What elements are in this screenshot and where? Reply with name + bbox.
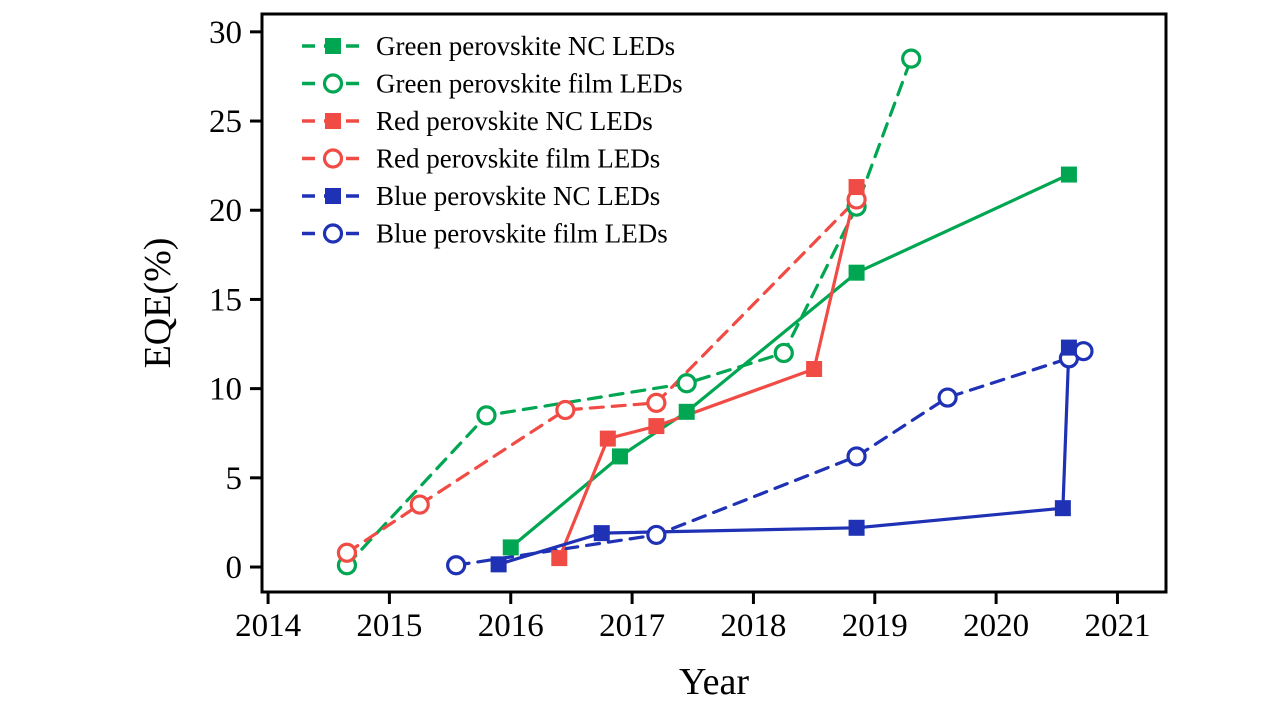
y-axis-label: EQE(%)	[137, 238, 179, 369]
legend-square-marker	[325, 113, 341, 129]
circle-marker	[336, 542, 358, 563]
legend-circle-marker	[322, 148, 344, 169]
square-marker	[490, 556, 507, 573]
legend-item: Green perovskite NC LEDs	[302, 31, 675, 61]
x-tick-label: 2014	[235, 608, 301, 644]
series-line	[454, 349, 1086, 567]
axes-layer: 2014 2015 2016 2017 2018 2019 2020 2021 0 5 10 15 20…	[209, 12, 1168, 644]
circle-marker	[476, 405, 497, 426]
x-tick-label: 2015	[356, 608, 422, 644]
legend-label: Green perovskite NC LEDs	[376, 31, 675, 61]
square-marker	[1060, 339, 1077, 356]
square-marker	[648, 418, 665, 435]
y-tick-label: 25	[209, 104, 242, 140]
legend-square-marker	[325, 188, 341, 204]
y-tick-label: 15	[209, 282, 242, 318]
y-tick-label: 0	[226, 550, 243, 586]
circle-marker	[846, 446, 867, 467]
circle-marker	[555, 399, 576, 421]
legend-label: Red perovskite film LEDs	[376, 144, 660, 174]
legend-circle-marker	[322, 223, 344, 244]
y-tick-label: 10	[209, 372, 242, 408]
legend-label: Green perovskite film LEDs	[376, 69, 683, 99]
square-marker	[848, 264, 865, 281]
circle-marker	[901, 48, 922, 69]
circle-marker	[446, 555, 467, 576]
x-tick-label: 2019	[842, 608, 908, 644]
circle-marker	[409, 494, 430, 515]
square-marker	[502, 539, 519, 556]
legend-item: Blue perovskite film LEDs	[302, 219, 668, 249]
square-marker	[806, 361, 823, 378]
circle-marker	[676, 373, 697, 394]
square-marker	[611, 448, 628, 465]
series-line	[345, 197, 859, 555]
circle-marker	[1073, 341, 1094, 362]
legend-circle-marker	[322, 73, 344, 94]
x-tick-label: 2021	[1084, 608, 1150, 644]
y-tick-label: 5	[226, 461, 243, 497]
x-tick-label: 2018	[720, 608, 786, 644]
circle-marker	[646, 392, 667, 414]
y-tick-label: 20	[209, 193, 242, 229]
legend-label: Blue perovskite NC LEDs	[376, 181, 660, 211]
square-marker	[1060, 166, 1077, 183]
y-tick-label: 30	[209, 15, 242, 51]
circle-marker	[937, 387, 958, 408]
square-marker	[593, 525, 610, 542]
square-marker	[599, 430, 616, 447]
series-layer	[336, 48, 1094, 576]
legend-item: Red perovskite NC LEDs	[302, 106, 653, 136]
square-marker	[848, 519, 865, 536]
legend-square-marker	[325, 38, 341, 54]
legend-item: Blue perovskite NC LEDs	[302, 181, 660, 211]
x-axis-label: Year	[679, 661, 749, 703]
legend-label: Red perovskite NC LEDs	[376, 106, 653, 136]
square-marker	[1054, 500, 1071, 517]
square-marker	[678, 403, 695, 420]
square-marker	[551, 550, 568, 567]
x-tick-label: 2016	[478, 608, 544, 644]
legend: Green perovskite NC LEDs Green perovskite…	[302, 31, 683, 249]
legend-item: Green perovskite film LEDs	[302, 69, 683, 99]
legend-label: Blue perovskite film LEDs	[376, 219, 668, 249]
legend-item: Red perovskite film LEDs	[302, 144, 660, 174]
circle-marker	[646, 524, 667, 546]
circle-marker	[773, 342, 794, 364]
plot-border	[260, 12, 1168, 594]
x-tick-label: 2017	[599, 608, 665, 644]
x-tick-label: 2020	[963, 608, 1029, 644]
square-marker	[848, 179, 865, 196]
